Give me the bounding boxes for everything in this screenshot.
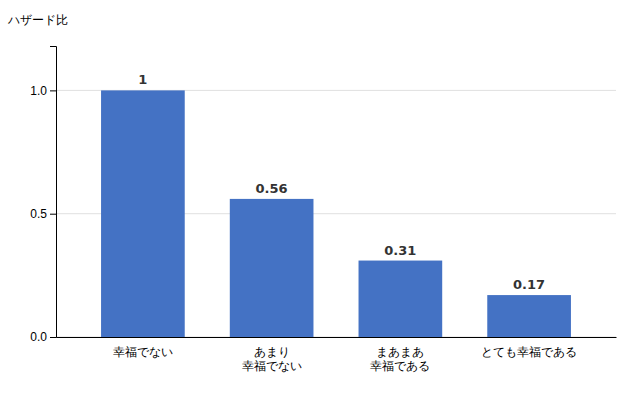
grid [56,90,616,337]
bar [101,90,185,337]
y-tick-label: 1.0 [30,84,47,98]
data-label: 0.31 [384,243,416,258]
y-tick: 1.0 [30,84,56,98]
x-axis-line [57,337,617,338]
plot-area: 0.0 0.5 1.0 幸福でない あまり幸福でない まあまあ幸福である とても幸福である 1… [30,47,616,373]
y-tick-mark [50,337,56,338]
y-tick-mark [50,90,56,91]
bar [487,295,571,337]
x-tick: とても幸福である [481,345,577,359]
bars [101,90,571,337]
data-label: 0.17 [513,277,545,292]
y-tick-label: 0.0 [30,330,47,344]
y-tick: 0.0 [30,330,56,344]
data-label: 0.56 [256,181,288,196]
x-tick-label: とても幸福である [481,345,577,359]
data-label: 1 [138,72,147,87]
x-tick: あまり幸福でない [242,345,302,373]
y-axis: 0.0 0.5 1.0 [30,47,56,345]
y-tick-label: 0.5 [30,207,47,221]
bar [359,261,443,337]
x-tick: まあまあ幸福である [370,345,430,373]
y-axis-title: ハザード比 [7,13,68,27]
bar [230,199,314,337]
chart-svg: 0.0 0.5 1.0 幸福でない あまり幸福でない まあまあ幸福である とても幸福である 1… [0,0,640,399]
x-tick-label: まあまあ幸福である [370,345,430,373]
data-labels: 1 0.56 0.31 0.17 [138,72,545,292]
y-tick: 0.5 [30,207,56,221]
x-tick-label: あまり幸福でない [242,345,302,373]
x-axis: 幸福でない あまり幸福でない まあまあ幸福である とても幸福である [57,338,617,373]
x-tick-label: 幸福でない [113,345,173,359]
y-axis-line [50,47,57,338]
y-tick-mark [50,214,56,215]
chart-container: 0.0 0.5 1.0 幸福でない あまり幸福でない まあまあ幸福である とても幸福である 1… [0,0,640,399]
x-tick: 幸福でない [113,345,173,359]
